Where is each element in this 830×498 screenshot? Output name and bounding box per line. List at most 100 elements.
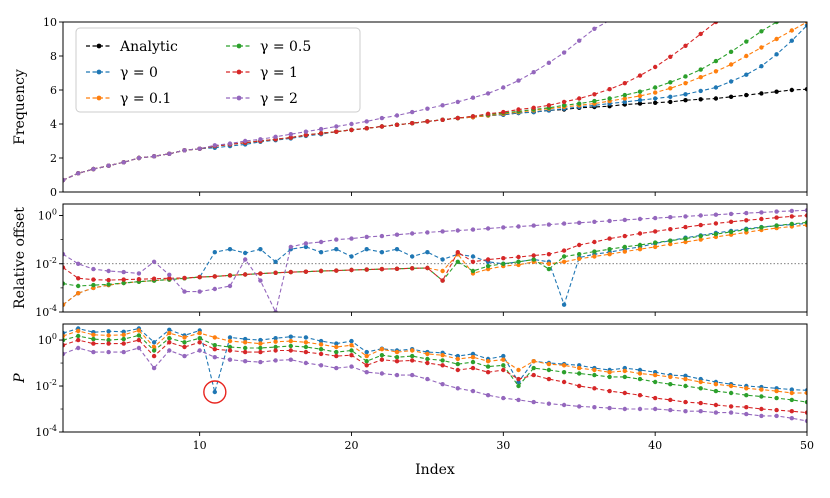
data-point <box>653 215 658 221</box>
data-point <box>136 271 142 276</box>
data-point <box>379 124 385 129</box>
data-point <box>334 349 339 355</box>
data-point <box>531 70 536 75</box>
data-point <box>561 370 567 375</box>
data-point <box>592 372 597 378</box>
data-point <box>63 343 66 348</box>
data-point <box>485 91 491 96</box>
data-point <box>258 337 263 343</box>
data-point <box>744 405 749 410</box>
data-point <box>698 386 703 391</box>
data-point <box>106 333 111 338</box>
y-tick-label: 10-2 <box>35 256 57 271</box>
data-point <box>804 390 807 396</box>
data-point <box>63 252 66 257</box>
data-point <box>167 327 172 332</box>
data-point <box>577 371 582 376</box>
data-point <box>334 341 339 346</box>
data-point <box>622 244 627 250</box>
data-point <box>653 240 658 245</box>
data-point <box>212 347 217 352</box>
data-point <box>288 269 293 275</box>
data-point <box>516 107 521 112</box>
data-point <box>106 268 111 274</box>
data-point <box>212 274 217 279</box>
data-point <box>167 151 172 156</box>
data-point <box>394 359 400 364</box>
data-point <box>516 383 521 389</box>
data-point <box>440 103 445 108</box>
data-point <box>227 141 233 146</box>
data-point <box>318 126 324 132</box>
data-point <box>440 257 445 262</box>
data-point <box>592 98 597 104</box>
data-point <box>637 93 643 99</box>
data-point <box>789 416 794 421</box>
x-tick-label: 40 <box>648 439 662 452</box>
data-point <box>561 50 567 55</box>
data-point <box>759 63 764 69</box>
data-point <box>318 363 324 368</box>
data-point <box>485 359 491 364</box>
data-point <box>607 247 612 252</box>
data-point <box>713 231 719 237</box>
data-point <box>273 348 278 353</box>
data-point <box>592 249 597 254</box>
data-point <box>501 261 506 266</box>
data-point <box>167 348 172 353</box>
data-point <box>789 221 794 227</box>
data-point <box>364 349 369 355</box>
legend-marker <box>96 43 102 49</box>
data-point <box>485 370 491 375</box>
data-point <box>546 376 552 382</box>
y-tick-label: 100 <box>38 208 57 223</box>
data-point <box>698 379 703 385</box>
data-point <box>349 127 354 133</box>
data-point <box>258 271 263 276</box>
data-point <box>288 338 293 344</box>
series-group <box>63 326 807 424</box>
data-point <box>516 367 521 373</box>
y-axis-label: Relative offset <box>12 207 28 309</box>
data-point <box>774 388 779 394</box>
data-point <box>151 259 157 264</box>
data-point <box>744 218 749 223</box>
data-point <box>258 349 263 355</box>
data-point <box>273 336 278 341</box>
data-point <box>637 242 643 248</box>
data-point <box>713 212 719 217</box>
data-point <box>531 105 536 111</box>
axes-frame <box>62 21 808 193</box>
series-line-relative-offset-3 <box>63 214 807 282</box>
data-point <box>804 220 807 225</box>
data-point <box>63 302 66 307</box>
data-point <box>804 410 807 415</box>
data-point <box>774 407 779 413</box>
data-point <box>592 26 597 31</box>
data-point <box>561 379 567 385</box>
data-point <box>668 215 673 220</box>
data-point <box>668 241 673 247</box>
y-tick-label: 8 <box>50 50 57 63</box>
data-point <box>410 358 415 363</box>
data-point <box>394 113 400 118</box>
data-point <box>789 208 794 214</box>
data-point <box>516 254 521 260</box>
data-point <box>364 370 369 375</box>
data-point <box>258 247 263 252</box>
data-point <box>577 101 582 106</box>
data-point <box>607 252 612 257</box>
data-point <box>440 229 445 234</box>
data-point <box>136 345 142 351</box>
data-point <box>668 407 673 413</box>
data-point <box>121 160 126 165</box>
series-line-p-value-1 <box>63 329 807 394</box>
data-point <box>607 405 612 411</box>
data-point <box>804 87 807 92</box>
data-point <box>759 210 764 215</box>
data-point <box>334 268 339 273</box>
axes-frame <box>62 323 808 433</box>
data-point <box>577 38 582 43</box>
data-point <box>440 268 445 274</box>
data-point <box>683 81 688 86</box>
